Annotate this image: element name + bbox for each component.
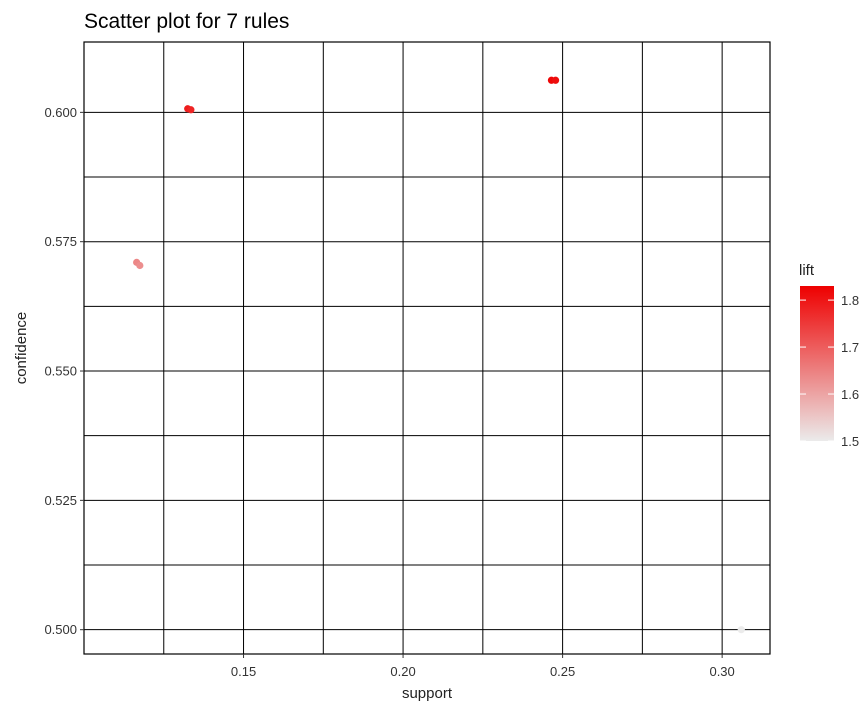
data-point-5 (551, 76, 560, 84)
x-axis-ticks: 0.15 0.20 0.25 0.30 (231, 654, 735, 679)
x-tick-label-1: 0.20 (390, 664, 415, 679)
lift-legend: lift 1.5 1.6 1.7 1.8 (799, 262, 859, 449)
x-tick-label-2: 0.25 (550, 664, 575, 679)
legend-title: lift (799, 262, 815, 279)
legend-tick-label-0: 1.5 (841, 434, 859, 449)
legend-ticks: 1.5 1.6 1.7 1.8 (800, 293, 859, 449)
data-point-3 (187, 106, 195, 114)
legend-tick-label-2: 1.7 (841, 340, 859, 355)
legend-tick-label-1: 1.6 (841, 387, 859, 402)
legend-color-bar (800, 286, 834, 441)
x-tick-label-0: 0.15 (231, 664, 256, 679)
x-tick-label-3: 0.30 (709, 664, 734, 679)
y-tick-label-0: 0.500 (44, 622, 77, 637)
y-tick-label-3: 0.575 (44, 234, 77, 249)
y-axis-label: confidence (13, 312, 30, 385)
y-axis-ticks: 0.500 0.525 0.550 0.575 0.600 (44, 105, 84, 637)
y-tick-label-4: 0.600 (44, 105, 77, 120)
plot-panel (83, 41, 771, 655)
data-point-6 (737, 626, 745, 634)
points-layer (133, 76, 745, 634)
legend-tick-label-3: 1.8 (841, 293, 859, 308)
y-tick-label-2: 0.550 (44, 364, 77, 379)
data-point-1 (136, 261, 144, 270)
x-axis-label: support (402, 685, 453, 702)
y-tick-label-1: 0.525 (44, 493, 77, 508)
grid-layer (84, 42, 770, 654)
chart-title: Scatter plot for 7 rules (84, 10, 289, 33)
